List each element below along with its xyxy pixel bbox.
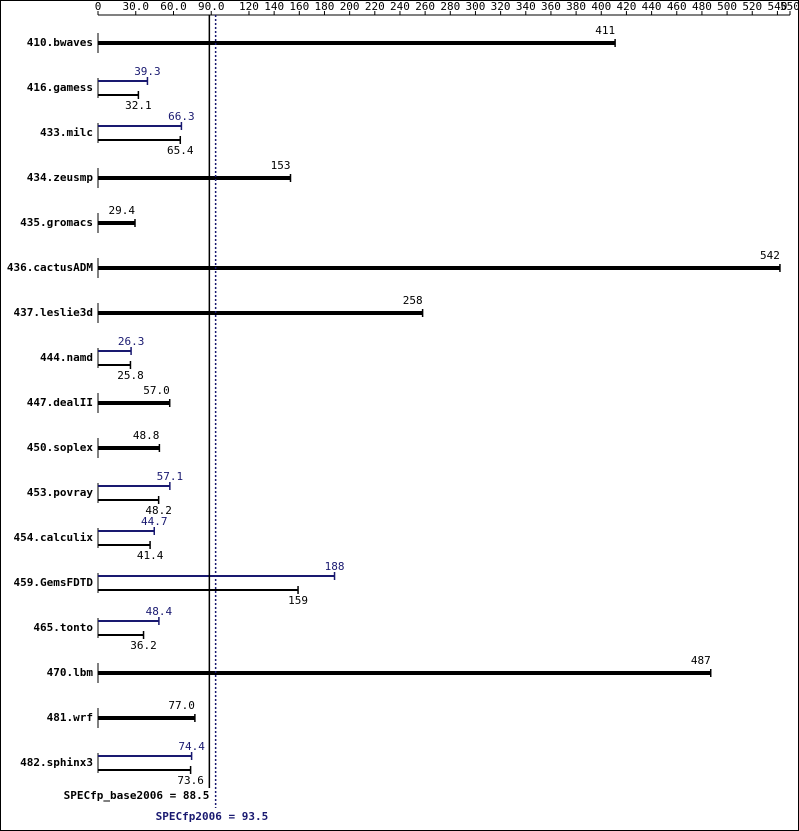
- x-tick-label: 90.0: [198, 0, 225, 13]
- base-value-label: 41.4: [137, 549, 164, 562]
- peak-value-label: 26.3: [118, 335, 145, 348]
- category-label: 482.sphinx3: [20, 756, 93, 769]
- x-tick-label: 400: [591, 0, 611, 13]
- x-tick-label: 280: [440, 0, 460, 13]
- category-label: 416.gamess: [27, 81, 93, 94]
- category-label: 453.povray: [27, 486, 94, 499]
- base-value-label: 258: [403, 294, 423, 307]
- x-tick-label: 300: [466, 0, 486, 13]
- base-value-label: 77.0: [168, 699, 195, 712]
- category-label: 436.cactusADM: [7, 261, 93, 274]
- base-value-label: 159: [288, 594, 308, 607]
- base-value-label: 36.2: [130, 639, 157, 652]
- category-label: 450.soplex: [27, 441, 94, 454]
- category-label: 454.calculix: [14, 531, 94, 544]
- peak-value-label: 48.4: [146, 605, 173, 618]
- category-label: 481.wrf: [47, 711, 93, 724]
- x-tick-label: 240: [390, 0, 410, 13]
- x-tick-label: 540: [767, 0, 787, 13]
- base-value-label: 48.8: [133, 429, 160, 442]
- x-tick-label: 180: [315, 0, 335, 13]
- x-tick-label: 360: [541, 0, 561, 13]
- peak-value-label: 66.3: [168, 110, 195, 123]
- x-tick-label: 220: [365, 0, 385, 13]
- category-label: 433.milc: [40, 126, 93, 139]
- peak-value-label: 188: [325, 560, 345, 573]
- category-label: 435.gromacs: [20, 216, 93, 229]
- x-tick-label: 460: [667, 0, 687, 13]
- reference-label: SPECfp_base2006 = 88.5: [64, 789, 210, 802]
- peak-value-label: 39.3: [134, 65, 161, 78]
- base-value-label: 73.6: [177, 774, 204, 787]
- x-tick-label: 500: [717, 0, 737, 13]
- base-value-label: 29.4: [108, 204, 135, 217]
- category-label: 447.dealII: [27, 396, 93, 409]
- category-label: 437.leslie3d: [14, 306, 93, 319]
- x-tick-label: 200: [340, 0, 360, 13]
- x-tick-label: 0: [95, 0, 102, 13]
- base-value-label: 57.0: [143, 384, 170, 397]
- reference-label: SPECfp2006 = 93.5: [156, 810, 269, 823]
- category-label: 470.lbm: [47, 666, 94, 679]
- base-value-label: 487: [691, 654, 711, 667]
- base-value-label: 25.8: [117, 369, 144, 382]
- x-tick-label: 260: [415, 0, 435, 13]
- x-tick-label: 340: [516, 0, 536, 13]
- base-value-label: 542: [760, 249, 780, 262]
- x-tick-label: 160: [289, 0, 309, 13]
- base-value-label: 48.2: [145, 504, 172, 517]
- x-tick-label: 60.0: [160, 0, 187, 13]
- base-value-label: 32.1: [125, 99, 152, 112]
- base-value-label: 153: [271, 159, 291, 172]
- category-label: 465.tonto: [33, 621, 93, 634]
- x-tick-label: 550: [780, 0, 799, 13]
- x-tick-label: 320: [491, 0, 511, 13]
- category-label: 444.namd: [40, 351, 93, 364]
- category-label: 459.GemsFDTD: [14, 576, 94, 589]
- category-label: 410.bwaves: [27, 36, 93, 49]
- peak-value-label: 57.1: [157, 470, 184, 483]
- base-value-label: 65.4: [167, 144, 194, 157]
- x-tick-label: 480: [692, 0, 712, 13]
- x-tick-label: 120: [239, 0, 259, 13]
- base-value-label: 411: [595, 24, 615, 37]
- x-tick-label: 440: [642, 0, 662, 13]
- x-tick-label: 30.0: [122, 0, 149, 13]
- x-tick-label: 520: [742, 0, 762, 13]
- x-tick-label: 420: [616, 0, 636, 13]
- x-tick-label: 380: [566, 0, 586, 13]
- peak-value-label: 74.4: [178, 740, 205, 753]
- category-label: 434.zeusmp: [27, 171, 94, 184]
- x-tick-label: 140: [264, 0, 284, 13]
- peak-value-label: 44.7: [141, 515, 168, 528]
